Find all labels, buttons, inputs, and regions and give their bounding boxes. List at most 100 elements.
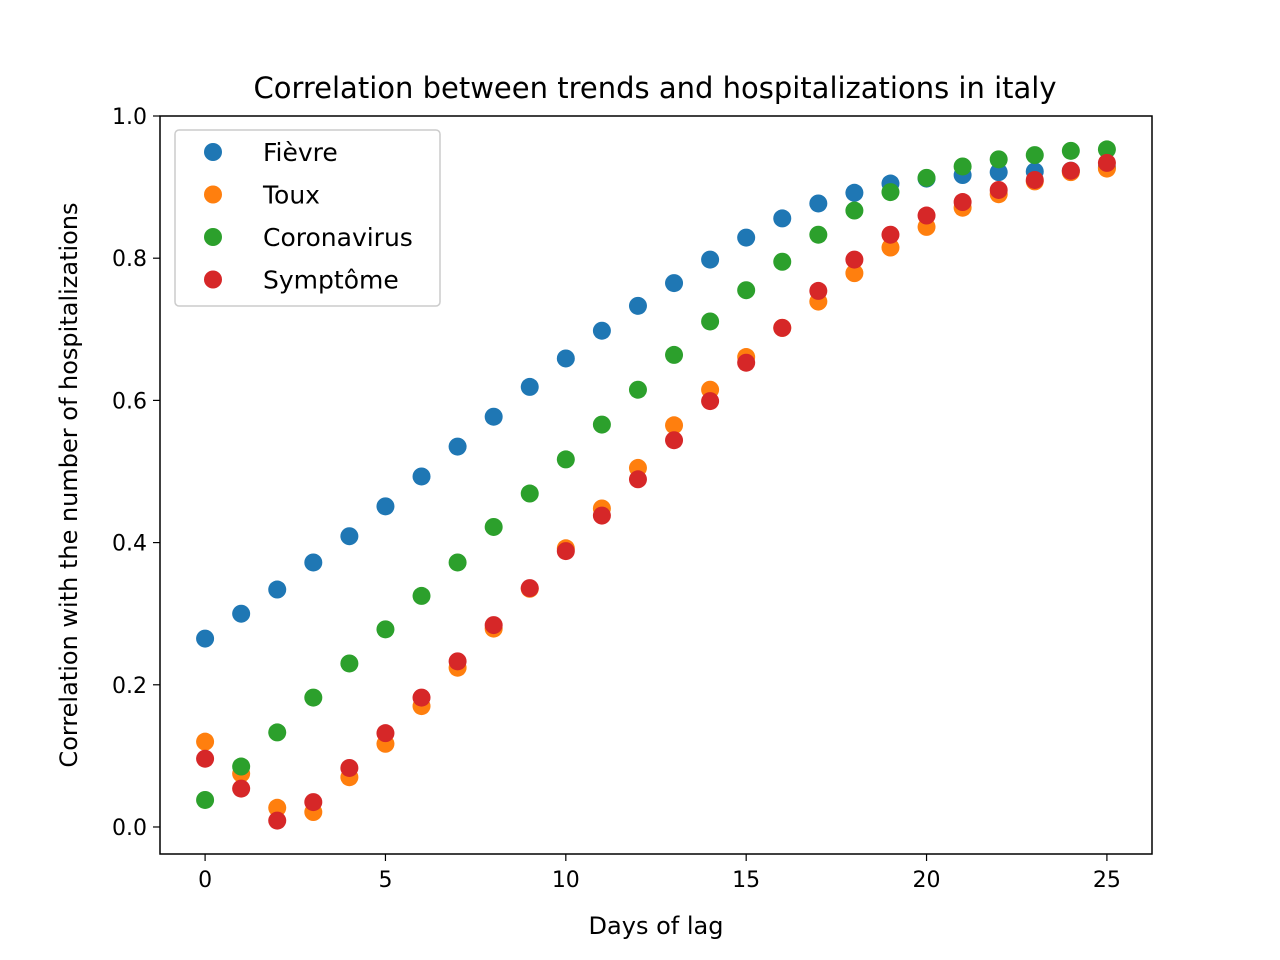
data-point — [917, 168, 936, 187]
legend-label: Coronavirus — [263, 223, 413, 252]
data-point — [845, 201, 864, 220]
data-point — [232, 779, 251, 798]
data-point — [628, 296, 647, 315]
data-point — [989, 163, 1008, 182]
data-point — [701, 312, 720, 331]
legend-label: Fièvre — [263, 138, 338, 167]
data-point — [376, 724, 395, 743]
data-point — [845, 183, 864, 202]
data-point — [989, 180, 1008, 199]
data-point — [556, 349, 575, 368]
data-point — [556, 450, 575, 469]
data-point — [340, 758, 359, 777]
data-point — [304, 553, 323, 572]
data-point — [268, 580, 287, 599]
legend-marker — [204, 228, 222, 246]
y-tick-label: 0.0 — [112, 816, 147, 841]
data-point — [809, 225, 828, 244]
data-point — [953, 157, 972, 176]
data-point — [1061, 141, 1080, 160]
legend: Fièvre Toux Coronavirus Symptôme — [174, 129, 441, 307]
series-3 — [196, 153, 1116, 830]
data-point — [196, 732, 215, 751]
legend-marker — [204, 143, 222, 161]
data-point — [448, 652, 467, 671]
data-point — [737, 228, 756, 247]
data-point — [628, 380, 647, 399]
x-tick-label: 10 — [552, 868, 580, 893]
data-point — [845, 250, 864, 269]
x-axis-label: Days of lag — [589, 912, 724, 940]
data-point — [520, 579, 539, 598]
data-point — [448, 437, 467, 456]
legend-marker — [204, 185, 222, 204]
data-point — [628, 470, 647, 489]
data-point — [665, 274, 684, 293]
legend-label: Toux — [262, 181, 320, 210]
data-point — [917, 206, 936, 225]
data-point — [484, 407, 503, 426]
x-tick-label: 15 — [732, 868, 760, 893]
x-tick-label: 5 — [378, 868, 392, 893]
data-point — [304, 793, 323, 812]
data-point — [592, 321, 611, 340]
data-point — [809, 194, 828, 213]
data-point — [484, 616, 503, 635]
legend-label: Symptôme — [263, 266, 399, 295]
x-tick-label: 20 — [913, 868, 941, 893]
x-tick-label: 0 — [198, 868, 212, 893]
data-point — [701, 250, 720, 269]
data-point — [953, 193, 972, 212]
series-2 — [196, 140, 1116, 809]
data-point — [592, 506, 611, 525]
data-point — [484, 517, 503, 536]
data-point — [701, 392, 720, 411]
data-point — [448, 553, 467, 572]
data-point — [737, 281, 756, 300]
data-point — [1097, 153, 1116, 172]
data-point — [665, 345, 684, 364]
data-point — [773, 252, 792, 271]
data-point — [881, 225, 900, 244]
y-tick-label: 1.0 — [112, 105, 147, 130]
data-point — [881, 183, 900, 202]
data-point — [304, 688, 323, 707]
data-point — [1061, 161, 1080, 180]
data-point — [773, 209, 792, 228]
data-point — [556, 542, 575, 561]
data-point — [340, 527, 359, 546]
legend-marker — [204, 270, 222, 289]
x-tick-label: 25 — [1093, 868, 1121, 893]
data-point — [268, 723, 287, 742]
plot-area — [159, 115, 1153, 855]
data-point — [376, 497, 395, 516]
data-point — [196, 629, 215, 648]
data-point — [737, 353, 756, 372]
data-point — [268, 811, 287, 830]
data-point — [196, 749, 215, 768]
data-point — [196, 790, 215, 809]
data-point — [809, 281, 828, 300]
data-point — [268, 798, 287, 817]
data-point — [376, 620, 395, 639]
data-point — [232, 757, 251, 776]
y-axis-ticks: 0.0 0.2 0.4 0.6 0.8 1.0 — [112, 105, 160, 841]
data-point — [989, 150, 1008, 169]
data-point — [881, 238, 900, 257]
data-point — [665, 431, 684, 450]
data-point — [845, 264, 864, 283]
y-axis-label: Correlation with the number of hospitali… — [55, 202, 83, 767]
data-point — [520, 377, 539, 396]
y-tick-label: 0.4 — [112, 532, 147, 557]
chart-title: Correlation between trends and hospitali… — [253, 71, 1056, 105]
data-point — [412, 688, 431, 707]
data-point — [592, 415, 611, 434]
y-tick-label: 0.6 — [112, 389, 147, 414]
data-point — [773, 318, 792, 337]
data-point — [665, 416, 684, 435]
data-point — [412, 467, 431, 486]
data-point — [412, 586, 431, 605]
data-point — [340, 654, 359, 673]
data-point — [1025, 170, 1044, 189]
